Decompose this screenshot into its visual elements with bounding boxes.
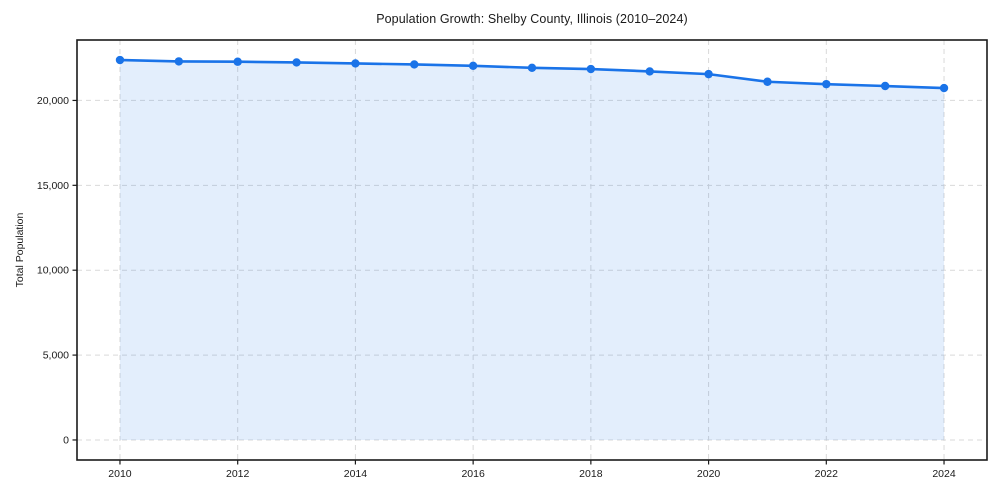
data-point-marker (586, 64, 596, 74)
data-point-marker (880, 81, 890, 91)
data-point-marker (410, 60, 419, 69)
data-point-marker (763, 77, 772, 86)
data-point-marker (704, 69, 713, 79)
x-tick-label: 2020 (697, 468, 721, 480)
data-point-marker (645, 67, 654, 76)
y-tick-label: 20,000 (37, 95, 69, 107)
y-tick-label: 10,000 (37, 265, 69, 277)
data-point-marker (351, 59, 360, 68)
plot-border (76, 39, 988, 461)
x-tick-label: 2010 (108, 468, 132, 480)
x-tick-label: 2016 (461, 468, 485, 480)
data-point-marker (292, 58, 301, 67)
x-tick-label: 2024 (932, 468, 956, 480)
data-point-marker (468, 61, 478, 70)
data-point-marker (822, 79, 831, 89)
data-point-marker (233, 57, 242, 66)
data-point-marker (527, 63, 537, 73)
data-point-marker (939, 83, 949, 93)
x-tick-label: 2018 (579, 468, 603, 480)
y-tick-label: 0 (63, 434, 69, 446)
data-point-marker (115, 55, 125, 65)
area-fill (119, 60, 945, 440)
y-tick-label: 15,000 (37, 180, 69, 192)
x-tick-label: 2012 (226, 468, 250, 480)
y-tick-label: 5,000 (43, 350, 69, 362)
y-axis-label: Total Population (14, 212, 26, 288)
x-tick-label: 2022 (815, 468, 839, 480)
x-tick-label: 2014 (344, 468, 368, 480)
chart-title: Population Growth: Shelby County, Illino… (376, 12, 688, 26)
data-point-marker (174, 57, 184, 66)
